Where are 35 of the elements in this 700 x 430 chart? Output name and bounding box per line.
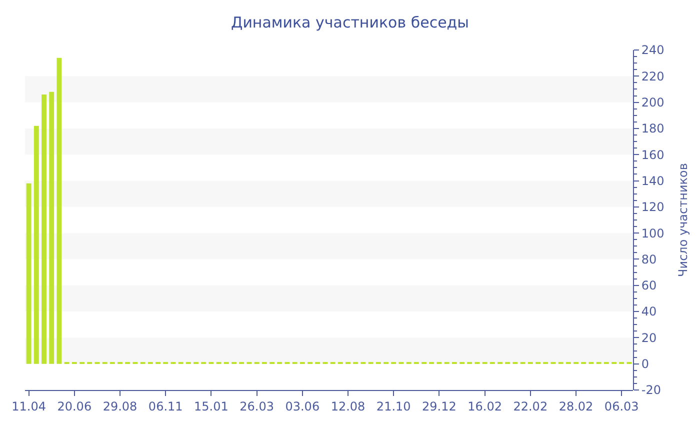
x-tick-label: 29.08 bbox=[102, 399, 138, 414]
x-tick-label: 16.02 bbox=[468, 399, 502, 414]
chart-title: Динамика участников беседы bbox=[230, 14, 470, 32]
bar bbox=[49, 92, 54, 364]
y-tick-label: 40 bbox=[641, 304, 657, 319]
x-tick-label: 22.02 bbox=[513, 399, 548, 414]
x-tick-label: 29.12 bbox=[422, 399, 456, 414]
y-tick-label: -20 bbox=[641, 383, 662, 398]
x-tick-label: 20.06 bbox=[57, 399, 92, 414]
y-tick-label: 60 bbox=[641, 278, 657, 293]
x-tick-label: 12.08 bbox=[330, 399, 366, 414]
x-tick-label: 21.10 bbox=[376, 399, 411, 414]
y-tick-label: 160 bbox=[641, 148, 664, 162]
y-tick-label: 120 bbox=[641, 200, 664, 214]
y-tick-label: 0 bbox=[641, 357, 650, 372]
y-tick-label: 140 bbox=[641, 174, 664, 188]
y-tick-label: 80 bbox=[641, 252, 657, 266]
x-tick-label: 06.11 bbox=[148, 399, 183, 414]
bar bbox=[34, 126, 39, 364]
x-tick-label: 06.03 bbox=[604, 399, 639, 414]
x-tick-label: 26.03 bbox=[240, 399, 274, 414]
y-tick-label: 200 bbox=[641, 96, 664, 110]
bar bbox=[42, 94, 46, 364]
x-tick-label: 15.01 bbox=[194, 399, 228, 414]
y-tick-label: 220 bbox=[641, 69, 664, 84]
y-tick-label: 240 bbox=[641, 43, 664, 58]
x-tick-label: 03.06 bbox=[285, 399, 320, 414]
bar bbox=[26, 183, 32, 364]
bar bbox=[56, 58, 62, 364]
y-axis-title: Число участников bbox=[676, 163, 690, 277]
y-tick-label: 20 bbox=[641, 330, 657, 345]
y-tick-label: 180 bbox=[641, 122, 664, 136]
x-tick-label: 11.04 bbox=[12, 399, 46, 414]
y-tick-label: 100 bbox=[641, 226, 664, 240]
x-tick-label: 28.02 bbox=[558, 399, 594, 414]
